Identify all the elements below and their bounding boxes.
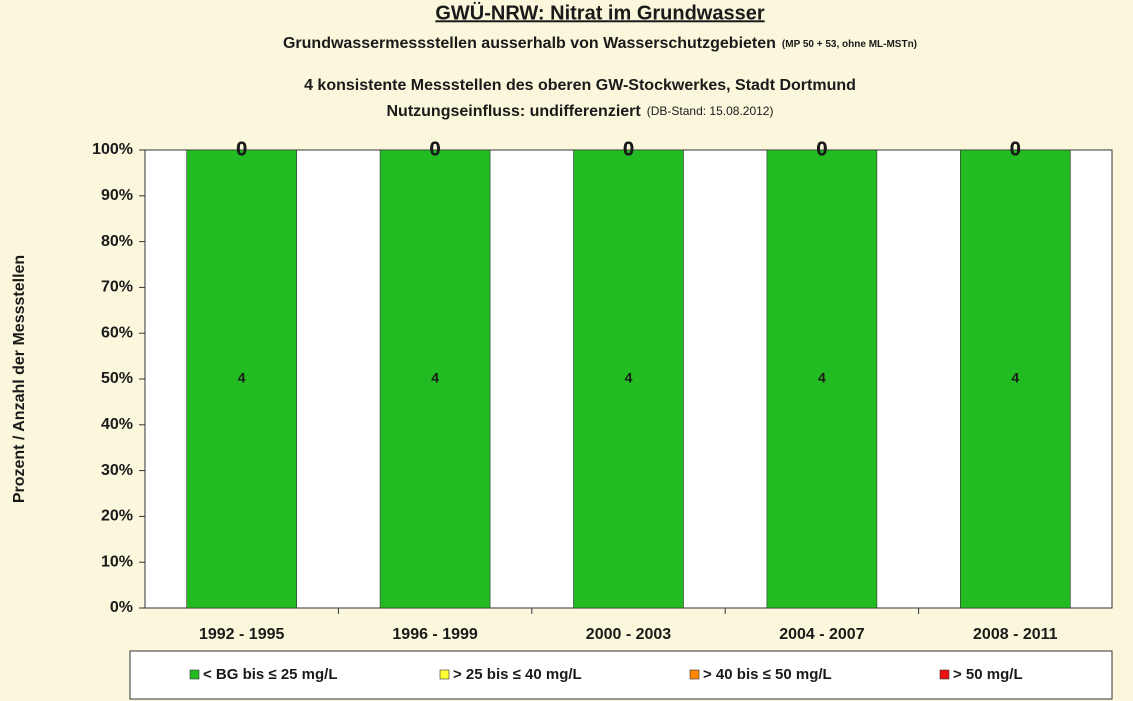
- y-tick-label: 0%: [110, 599, 133, 616]
- data-label: 0: [816, 138, 827, 160]
- y-axis-label: Prozent / Anzahl der Messstellen: [11, 255, 28, 503]
- chart-title: GWÜ-NRW: Nitrat im Grundwasser: [435, 1, 765, 24]
- data-label: 0: [816, 138, 827, 160]
- y-tick-label: 10%: [101, 553, 133, 570]
- bar-segment: [379, 149, 491, 609]
- legend-swatch: [939, 669, 950, 680]
- y-tick-label: 80%: [101, 233, 133, 250]
- data-label: 0: [1010, 138, 1021, 160]
- subtitle: 4 konsistente Messstellen des oberen GW-…: [304, 77, 856, 94]
- x-tick-label: 1992 - 1995: [199, 626, 285, 643]
- data-label: 0: [1010, 138, 1021, 160]
- data-label: 4: [625, 370, 633, 386]
- x-tick-label: 1996 - 1999: [392, 626, 478, 643]
- data-label: 0: [623, 138, 634, 160]
- legend-label: > 25 bis ≤ 40 mg/L: [453, 666, 582, 683]
- data-label: 0: [236, 138, 247, 160]
- subtitle-main: Grundwassermessstellen ausserhalb von Wa…: [283, 35, 776, 52]
- subtitle-note: (DB-Stand: 15.08.2012): [647, 104, 774, 118]
- y-tick-label: 30%: [101, 462, 133, 479]
- data-label: 0: [623, 138, 634, 160]
- x-tick-label: 2004 - 2007: [779, 626, 865, 643]
- legend-label: > 50 mg/L: [953, 666, 1023, 683]
- legend-swatch: [439, 669, 450, 680]
- subtitle: Nutzungseinfluss: undifferenziert (DB-Sta…: [387, 103, 774, 120]
- subtitle: Grundwassermessstellen ausserhalb von Wa…: [283, 35, 917, 52]
- x-tick-label: 2008 - 2011: [973, 626, 1058, 643]
- legend-swatch: [189, 669, 200, 680]
- bar-segment: [186, 149, 297, 609]
- y-tick-label: 50%: [101, 370, 133, 387]
- y-tick-label: 20%: [101, 508, 133, 525]
- data-label: 0: [816, 138, 827, 160]
- y-tick-label: 100%: [92, 141, 133, 158]
- y-tick-label: 60%: [101, 324, 133, 341]
- legend-label: > 40 bis ≤ 50 mg/L: [703, 666, 832, 683]
- data-label: 4: [818, 370, 826, 386]
- bar-segment: [959, 149, 1071, 609]
- subtitle-main: Nutzungseinfluss: undifferenziert: [387, 103, 642, 120]
- data-label: 0: [430, 138, 441, 160]
- data-label: 0: [623, 138, 634, 160]
- y-tick-label: 90%: [101, 187, 133, 204]
- data-label: 0: [430, 138, 441, 160]
- data-label: 4: [238, 370, 246, 386]
- data-label: 0: [1010, 138, 1021, 160]
- bar-segment: [573, 149, 684, 609]
- y-tick-label: 40%: [101, 416, 133, 433]
- data-label: 0: [430, 138, 441, 160]
- legend-swatch: [689, 669, 700, 680]
- legend-label: < BG bis ≤ 25 mg/L: [203, 666, 338, 683]
- bar-segment: [766, 149, 878, 609]
- data-label: 4: [431, 370, 439, 386]
- data-label: 0: [236, 138, 247, 160]
- subtitle-note: (MP 50 + 53, ohne ML-MSTn): [782, 39, 917, 50]
- data-label: 0: [236, 138, 247, 160]
- x-tick-label: 2000 - 2003: [586, 626, 672, 643]
- data-label: 4: [1011, 370, 1019, 386]
- y-tick-label: 70%: [101, 279, 133, 296]
